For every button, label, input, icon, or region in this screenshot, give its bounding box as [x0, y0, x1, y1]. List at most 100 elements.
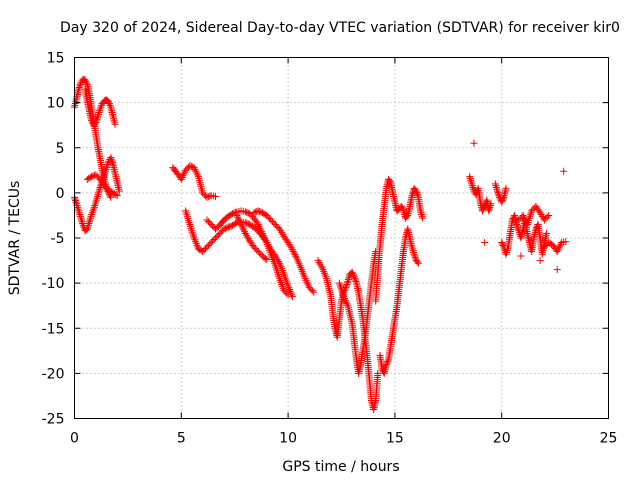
data-point — [95, 110, 103, 118]
data-point — [109, 189, 117, 197]
data-point — [267, 250, 275, 258]
data-point — [317, 262, 325, 270]
data-point — [209, 237, 217, 245]
data-point — [243, 208, 251, 216]
data-point — [258, 228, 266, 236]
data-point — [284, 282, 292, 290]
data-point — [413, 189, 421, 197]
data-point — [288, 293, 296, 301]
data-point — [513, 220, 521, 228]
data-point — [513, 222, 521, 230]
data-point — [87, 212, 95, 220]
data-point — [243, 219, 251, 227]
data-point — [76, 82, 84, 90]
data-point — [204, 242, 212, 250]
data-point — [75, 207, 83, 215]
data-point — [113, 192, 121, 200]
data-point — [470, 139, 478, 147]
data-point — [106, 101, 114, 109]
data-point — [103, 164, 111, 172]
data-point — [251, 245, 259, 253]
data-point — [540, 216, 548, 224]
data-point — [72, 198, 80, 206]
data-point — [400, 209, 408, 217]
data-point — [203, 193, 211, 201]
x-tick-label: 20 — [493, 431, 511, 447]
data-point — [468, 182, 476, 190]
data-point — [485, 205, 493, 213]
data-points — [71, 75, 570, 413]
data-point — [178, 174, 186, 182]
data-point — [386, 177, 394, 185]
data-point — [88, 211, 96, 219]
data-point — [478, 207, 486, 215]
data-point — [83, 175, 91, 183]
data-point — [398, 204, 406, 212]
data-point — [85, 220, 93, 228]
data-point — [469, 183, 477, 191]
data-point — [177, 175, 185, 183]
data-point — [562, 238, 570, 246]
data-point — [349, 270, 357, 278]
data-point — [283, 289, 291, 297]
data-point — [217, 228, 225, 236]
data-point — [84, 221, 92, 229]
data-point — [494, 189, 502, 197]
data-point — [97, 103, 105, 111]
data-point — [79, 220, 87, 228]
data-point — [94, 112, 102, 120]
data-point — [261, 235, 269, 243]
axis-ticks — [74, 57, 609, 419]
data-point — [298, 267, 306, 275]
data-point — [556, 242, 564, 250]
data-point — [246, 210, 254, 218]
data-point — [75, 209, 83, 217]
data-point — [546, 239, 554, 247]
chart-title: Day 320 of 2024, Sidereal Day-to-day VTE… — [60, 20, 620, 36]
data-point — [250, 209, 258, 217]
y-tick-label: -10 — [42, 276, 65, 292]
data-point — [193, 169, 201, 177]
y-tick-label: 5 — [56, 141, 65, 157]
data-point — [286, 287, 294, 295]
data-point — [241, 229, 249, 237]
data-point — [409, 245, 417, 253]
data-point — [350, 271, 358, 279]
data-point — [292, 252, 300, 260]
data-point — [187, 162, 195, 170]
data-point — [206, 219, 214, 227]
data-point — [299, 269, 307, 277]
data-point — [83, 225, 91, 233]
data-point — [211, 234, 219, 242]
x-tick-label: 15 — [386, 431, 404, 447]
data-point — [256, 208, 264, 216]
data-point — [255, 222, 263, 230]
data-point — [214, 231, 222, 239]
data-point — [257, 226, 265, 234]
data-point — [96, 105, 104, 113]
data-point — [192, 167, 200, 175]
data-point — [226, 211, 234, 219]
data-point — [411, 253, 419, 261]
data-point — [520, 213, 528, 221]
data-point — [259, 231, 267, 239]
data-point — [467, 178, 475, 186]
data-point — [417, 209, 425, 217]
data-point — [76, 212, 84, 220]
data-point — [419, 214, 427, 222]
data-point — [494, 190, 502, 198]
data-point — [200, 246, 208, 254]
data-point — [492, 182, 500, 190]
data-point — [192, 239, 200, 247]
data-point — [256, 249, 264, 257]
data-point — [384, 357, 392, 365]
data-point — [284, 291, 292, 299]
data-point — [75, 84, 83, 92]
data-point — [77, 214, 85, 222]
data-point — [204, 193, 212, 201]
data-point — [503, 247, 511, 255]
data-point — [233, 211, 241, 219]
data-point — [254, 220, 262, 228]
data-point — [344, 277, 352, 285]
data-point — [480, 204, 488, 212]
